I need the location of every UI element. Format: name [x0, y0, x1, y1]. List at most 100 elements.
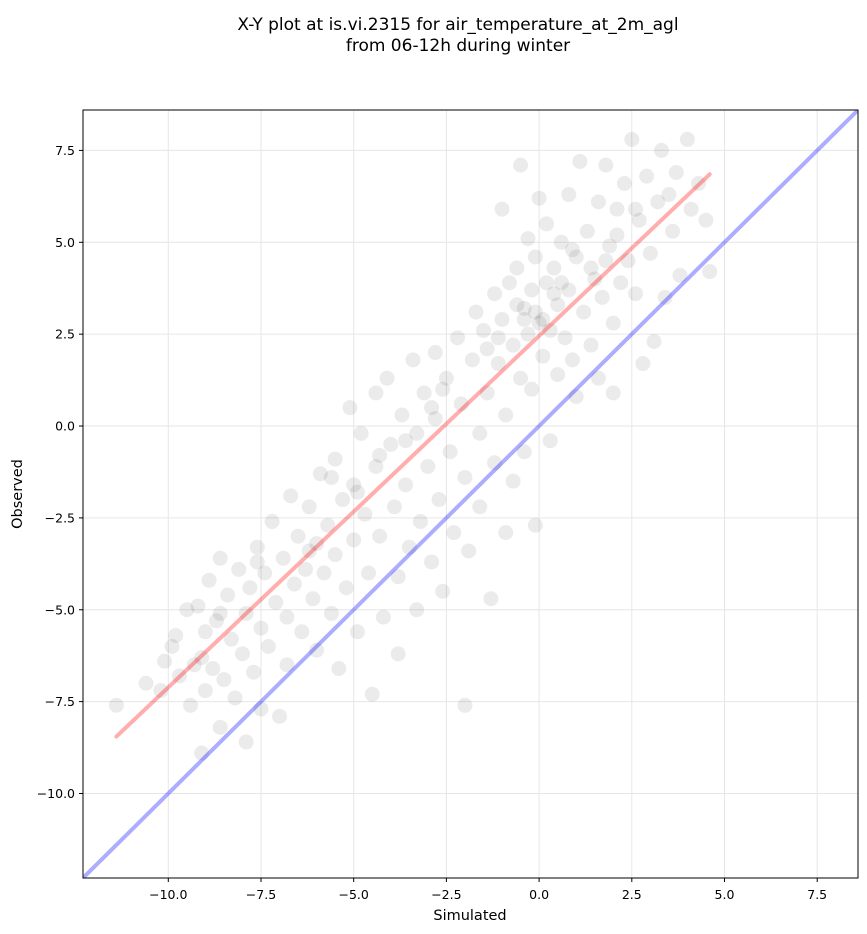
y-tick-label-0: −10.0	[37, 786, 75, 801]
data-point-10	[190, 598, 206, 614]
data-point-177	[527, 304, 543, 320]
data-point-84	[424, 554, 440, 570]
data-point-77	[401, 539, 417, 555]
data-point-152	[605, 315, 621, 331]
data-point-23	[231, 561, 247, 577]
data-point-33	[260, 638, 276, 654]
data-point-100	[472, 499, 488, 515]
data-point-4	[164, 638, 180, 654]
y-tick-label-2: −5.0	[45, 602, 75, 617]
data-point-75	[394, 407, 410, 423]
data-point-102	[479, 385, 495, 401]
data-point-32	[257, 565, 273, 581]
data-point-143	[576, 304, 592, 320]
x-tick-label-5: 2.5	[622, 887, 642, 902]
data-point-186	[479, 341, 495, 357]
data-point-190	[301, 543, 317, 559]
data-point-166	[653, 142, 669, 158]
y-tick-label-1: −7.5	[45, 694, 75, 709]
data-point-151	[602, 238, 618, 254]
data-point-180	[509, 297, 525, 313]
chart-title: X-Y plot at is.vi.2315 for air_temperatu…	[237, 15, 678, 35]
data-point-168	[665, 223, 681, 239]
data-point-157	[620, 253, 636, 269]
data-point-95	[457, 697, 473, 713]
data-point-2	[153, 683, 169, 699]
identity-line	[83, 110, 858, 878]
data-point-146	[587, 271, 603, 287]
grid-lines	[83, 110, 858, 878]
data-point-113	[505, 473, 521, 489]
data-point-173	[691, 175, 707, 191]
data-point-169	[668, 164, 684, 180]
data-point-170	[672, 267, 688, 283]
data-point-21	[223, 631, 239, 647]
data-point-122	[524, 282, 540, 298]
data-point-83	[420, 458, 436, 474]
data-point-18	[212, 719, 228, 735]
data-point-164	[646, 334, 662, 350]
data-point-121	[524, 381, 540, 397]
data-point-63	[357, 506, 373, 522]
data-point-184	[609, 227, 625, 243]
data-point-38	[279, 609, 295, 625]
data-point-74	[390, 646, 406, 662]
y-tick-label-7: 7.5	[55, 143, 75, 158]
data-point-39	[279, 657, 295, 673]
data-point-128	[539, 275, 555, 291]
data-point-17	[212, 550, 228, 566]
data-point-44	[297, 561, 313, 577]
data-point-127	[535, 348, 551, 364]
data-point-199	[661, 187, 677, 203]
data-point-140	[568, 249, 584, 265]
data-point-79	[409, 425, 425, 441]
data-point-139	[564, 352, 580, 368]
data-point-0	[108, 697, 124, 713]
data-point-40	[283, 488, 299, 504]
x-tick-label-4: 0.0	[529, 887, 549, 902]
data-point-15	[205, 661, 221, 677]
data-point-98	[468, 304, 484, 320]
data-point-28	[246, 664, 262, 680]
reference-lines	[83, 110, 858, 878]
data-point-58	[342, 400, 358, 416]
x-tick-label-6: 5.0	[715, 887, 735, 902]
x-axis-ticks: −10.0 −7.5 −5.0 −2.5 0.0 2.5 5.0 7.5	[149, 878, 827, 902]
data-point-41	[286, 576, 302, 592]
data-point-29	[249, 539, 265, 555]
data-point-198	[628, 201, 644, 217]
data-point-59	[346, 477, 362, 493]
data-point-123	[527, 249, 543, 265]
data-point-93	[453, 396, 469, 412]
data-point-176	[516, 311, 532, 327]
data-point-62	[353, 425, 369, 441]
data-point-153	[605, 385, 621, 401]
data-point-162	[639, 168, 655, 184]
data-point-91	[446, 525, 462, 541]
data-point-104	[487, 286, 503, 302]
data-point-82	[416, 385, 432, 401]
data-point-31	[253, 701, 269, 717]
y-tick-label-6: 5.0	[55, 235, 75, 250]
data-point-16	[208, 613, 224, 629]
data-point-136	[557, 330, 573, 346]
data-point-165	[650, 194, 666, 210]
data-point-155	[613, 275, 629, 291]
y-axis-label: Observed	[10, 459, 26, 529]
data-point-52	[323, 605, 339, 621]
data-point-30	[253, 620, 269, 636]
data-point-48	[309, 536, 325, 552]
data-point-185	[490, 330, 506, 346]
data-point-133	[550, 297, 566, 313]
data-point-22	[227, 690, 243, 706]
data-point-71	[383, 436, 399, 452]
data-point-9	[186, 657, 202, 673]
data-point-50	[316, 565, 332, 581]
data-point-81	[412, 514, 428, 530]
data-point-51	[320, 517, 336, 533]
data-point-67	[368, 458, 384, 474]
y-tick-label-4: 0.0	[55, 419, 75, 434]
data-point-42	[290, 528, 306, 544]
y-tick-label-3: −2.5	[45, 510, 75, 525]
data-point-64	[361, 565, 377, 581]
